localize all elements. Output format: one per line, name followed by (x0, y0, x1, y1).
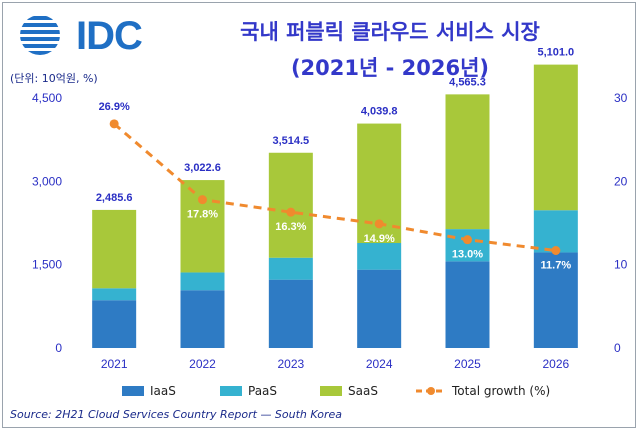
bar-paas (180, 272, 225, 291)
chart-title: 국내 퍼블릭 클라우드 서비스 시장 (240, 20, 540, 44)
legend-item-paas: PaaS (220, 384, 277, 398)
growth-value-label: 16.3% (275, 221, 306, 233)
bar-iaas (357, 269, 402, 348)
legend-label-growth: Total growth (%) (452, 384, 551, 398)
bar-paas (445, 229, 490, 262)
y-right-tick-label: 30 (614, 91, 628, 105)
legend-label-iaas: IaaS (150, 384, 176, 398)
total-value-label: 3,514.5 (272, 135, 309, 147)
logo-text: IDC (76, 14, 143, 58)
growth-point (286, 207, 296, 217)
legend-swatch-paas (220, 386, 242, 396)
bar-saas (445, 94, 490, 230)
y-left-tick-label: 0 (55, 341, 62, 355)
chart-subtitle: (2021년 - 2026년) (290, 56, 490, 80)
legend-swatch-saas (320, 386, 342, 396)
total-value-label: 3,022.6 (184, 162, 221, 174)
bar-paas (92, 288, 137, 301)
bar-saas (180, 180, 225, 273)
x-tick-label: 2021 (101, 357, 128, 371)
total-value-label: 4,039.8 (361, 106, 398, 118)
legend-swatch-iaas (122, 386, 144, 396)
y-left-tick-label: 1,500 (32, 258, 62, 272)
y-left-tick-label: 3,000 (32, 174, 62, 188)
x-tick-label: 2024 (366, 357, 393, 371)
growth-value-label: 17.8% (187, 209, 218, 221)
x-tick-label: 2025 (454, 357, 481, 371)
bar-paas (268, 257, 313, 280)
x-tick-label: 2023 (277, 357, 304, 371)
bar-saas (92, 209, 137, 289)
legend-label-paas: PaaS (248, 384, 278, 398)
growth-value-label: 26.9% (99, 101, 130, 113)
y-right-tick-label: 10 (614, 258, 628, 272)
total-value-label: 2,485.6 (96, 192, 133, 204)
bar-iaas (268, 279, 313, 348)
growth-value-label: 13.0% (452, 249, 483, 261)
bar-saas (533, 64, 578, 211)
x-tick-label: 2022 (189, 357, 216, 371)
legend-label-saas: SaaS (348, 384, 378, 398)
bar-saas (268, 152, 313, 258)
bar-iaas (180, 290, 225, 348)
bar-paas (357, 243, 402, 270)
legend: IaaS PaaS SaaS Total growth (%) (0, 384, 640, 404)
y-left-tick-label: 4,500 (32, 91, 62, 105)
growth-value-label: 14.9% (364, 233, 395, 245)
total-value-label: 5,101.0 (537, 47, 574, 59)
growth-point (109, 119, 119, 129)
growth-point (463, 235, 472, 245)
globe-icon (20, 16, 60, 55)
legend-swatch-growth (416, 387, 446, 395)
x-tick-label: 2026 (542, 357, 569, 371)
growth-value-label: 11.7% (541, 260, 572, 272)
legend-item-growth: Total growth (%) (416, 384, 550, 398)
growth-line (113, 122, 557, 252)
bar-iaas (533, 252, 578, 348)
legend-item-saas: SaaS (320, 384, 378, 398)
bar-iaas (445, 261, 490, 348)
idc-logo: IDC (16, 12, 146, 58)
unit-label: (단위: 10억원, %) (10, 72, 98, 85)
legend-item-iaas: IaaS (122, 384, 176, 398)
growth-point (551, 246, 561, 255)
growth-point (374, 219, 384, 229)
y-right-tick-label: 0 (614, 341, 621, 355)
growth-point (198, 195, 207, 205)
total-value-label: 4,565.3 (449, 76, 486, 88)
y-right-tick-label: 20 (614, 174, 628, 188)
bar-paas (533, 210, 578, 253)
bar-iaas (92, 300, 137, 348)
source-note: Source: 2H21 Cloud Services Country Repo… (10, 408, 342, 421)
